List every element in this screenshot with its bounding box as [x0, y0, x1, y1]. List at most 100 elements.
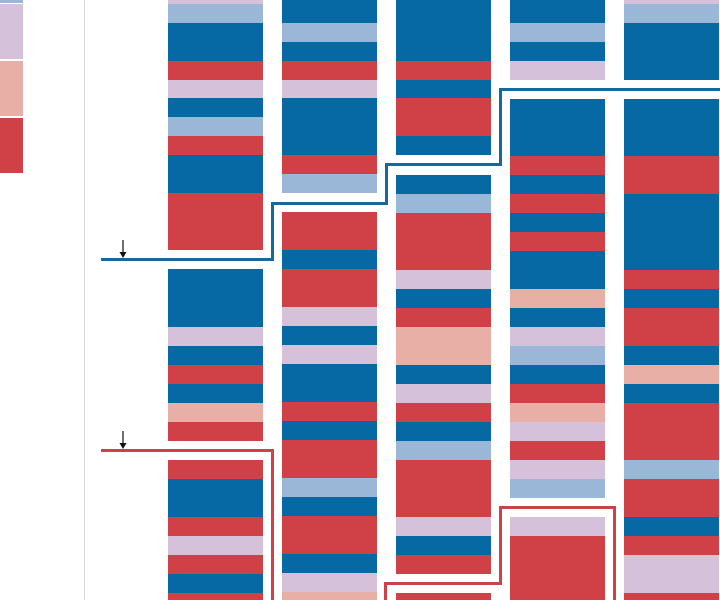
block-cell	[510, 460, 605, 479]
block-cell	[510, 441, 605, 460]
block-cell	[282, 98, 377, 155]
block-cell	[510, 403, 605, 422]
block-cell	[282, 516, 377, 554]
block-cell	[396, 536, 491, 555]
block-cell	[510, 517, 605, 536]
block-cell	[282, 497, 377, 516]
block-cell	[624, 479, 719, 517]
block-cell	[624, 517, 719, 536]
block-cell	[168, 23, 263, 61]
block-cell	[510, 327, 605, 346]
block-cell	[396, 175, 491, 194]
block-cell	[624, 270, 719, 289]
block-cell	[510, 213, 605, 232]
block-cell	[168, 574, 263, 593]
block-cell	[282, 554, 377, 573]
block-cell	[510, 251, 605, 289]
block-cell	[510, 536, 605, 600]
block-cell	[168, 517, 263, 536]
block-cell	[510, 384, 605, 403]
block-cell	[624, 23, 719, 80]
column-1	[168, 0, 263, 600]
block-cell	[282, 80, 377, 98]
block-cell	[624, 365, 719, 384]
block-cell	[396, 80, 491, 98]
block-cell	[624, 194, 719, 270]
block-cell	[168, 193, 263, 250]
block-cell	[282, 573, 377, 592]
block-cell	[510, 289, 605, 308]
block-cell	[396, 270, 491, 289]
legend	[0, 0, 23, 173]
block-cell	[396, 0, 491, 61]
column-4	[510, 0, 605, 600]
block-cell	[282, 478, 377, 497]
block-cell	[282, 402, 377, 421]
block-cell	[282, 592, 377, 600]
block-cell	[282, 269, 377, 307]
block-cell	[624, 346, 719, 365]
block-cell	[396, 460, 491, 517]
block-cell	[396, 422, 491, 441]
block-cell	[396, 441, 491, 460]
block-cell	[396, 61, 491, 80]
block-cell	[510, 308, 605, 327]
block-cell	[168, 593, 263, 600]
block-cell	[624, 536, 719, 555]
block-cell	[168, 479, 263, 517]
block-cell	[624, 156, 719, 194]
block-cell	[168, 80, 263, 98]
block-cell	[396, 384, 491, 403]
legend-swatch-lavender	[0, 4, 23, 59]
block-cell	[282, 42, 377, 61]
block-cell	[624, 460, 719, 479]
block-cell	[168, 536, 263, 555]
block-cell	[282, 364, 377, 402]
block-cell	[168, 327, 263, 346]
block-cells	[168, 0, 719, 600]
block-cell	[510, 232, 605, 251]
arrow-down-icon	[119, 240, 127, 258]
block-cell	[282, 307, 377, 326]
block-cell	[510, 175, 605, 194]
markers	[119, 240, 127, 449]
block-cell	[396, 136, 491, 155]
blue-boundary-line	[101, 88, 720, 261]
block-cell	[282, 212, 377, 250]
legend-swatch-pink	[0, 61, 23, 116]
block-cell	[168, 0, 263, 4]
block-cell	[396, 213, 491, 270]
block-cell	[624, 593, 719, 600]
block-cell	[168, 117, 263, 136]
arrow-down-icon	[119, 431, 127, 449]
block-cell	[624, 403, 719, 460]
block-cell	[168, 61, 263, 80]
block-cell	[168, 4, 263, 23]
block-cell	[282, 174, 377, 193]
block-cell	[168, 422, 263, 441]
legend-swatch-strong-red	[0, 118, 23, 173]
block-cell	[624, 4, 719, 23]
block-cell	[396, 308, 491, 327]
column-3	[396, 0, 491, 600]
block-cell	[396, 365, 491, 384]
block-cell	[168, 460, 263, 479]
block-cell	[624, 555, 719, 593]
red-boundary-line	[101, 449, 616, 600]
block-cell	[282, 421, 377, 440]
block-cell	[168, 555, 263, 574]
column-5	[624, 0, 719, 600]
block-cell	[510, 422, 605, 441]
block-cell	[396, 194, 491, 213]
block-cell	[168, 403, 263, 422]
block-cell	[510, 0, 605, 23]
block-cell	[510, 99, 605, 156]
block-cell	[624, 0, 719, 4]
block-cell	[624, 289, 719, 308]
block-cell	[168, 346, 263, 365]
block-cell	[396, 593, 491, 600]
legend-swatch-light-blue	[0, 0, 23, 3]
block-cell	[168, 98, 263, 117]
block-cell	[168, 384, 263, 403]
block-cell	[624, 308, 719, 346]
